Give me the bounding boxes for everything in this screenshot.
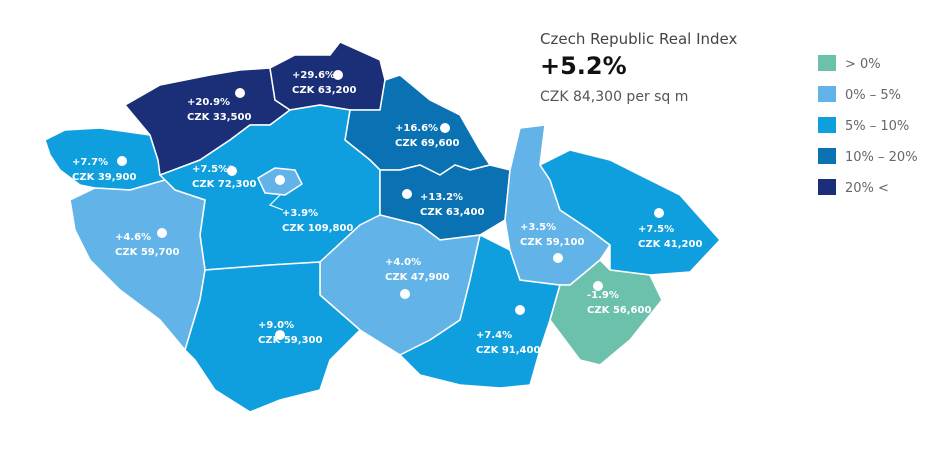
region-price: CZK 39,900	[72, 172, 136, 183]
region-price: CZK 109,800	[282, 223, 353, 234]
index-value: +5.2%	[540, 52, 627, 80]
region-change: +7.4%	[476, 330, 512, 341]
regions: +7.7% CZK 39,900 +20.9% CZK 33,500 +29.6% CZK…	[44, 41, 721, 413]
legend-label: > 0%	[845, 57, 881, 72]
legend-label: 0% – 5%	[845, 88, 901, 103]
legend: > 0% 0% – 5% 5% – 10% 10% – 20% 20% <	[818, 55, 918, 196]
region-change: +7.5%*	[192, 164, 234, 175]
region-price: CZK 63,400	[420, 207, 484, 218]
region-dot	[117, 156, 127, 166]
region-price: CZK 33,500	[187, 112, 251, 123]
legend-label: 5% – 10%	[845, 119, 909, 134]
region-dot	[402, 189, 412, 199]
region-dot	[275, 330, 285, 340]
leader-line	[268, 194, 284, 211]
legend-swatch	[818, 86, 836, 102]
region-dot	[553, 253, 563, 263]
legend-label: 20% <	[845, 181, 889, 196]
region	[184, 261, 361, 413]
legend-label: 10% – 20%	[845, 150, 918, 165]
region-change: +3.5%	[520, 222, 556, 233]
region-change: +9.0%	[258, 320, 294, 331]
subtitle: CZK 84,300 per sq m	[540, 89, 688, 105]
region-price: CZK 72,300	[192, 179, 256, 190]
legend-swatch	[818, 148, 836, 164]
region-price: CZK 59,100	[520, 237, 584, 248]
region-price: CZK 69,600	[395, 138, 459, 149]
legend-swatch	[818, 179, 836, 195]
region-dot	[333, 70, 343, 80]
region-dot	[440, 123, 450, 133]
region-price: CZK 47,900	[385, 272, 449, 283]
region-change: +4.6%	[115, 232, 151, 243]
region-change: +4.0%	[385, 257, 421, 268]
region-price: CZK 59,300	[258, 335, 322, 346]
region-dot	[593, 281, 603, 291]
region-dot	[654, 208, 664, 218]
title: Czech Republic Real Index	[540, 30, 737, 48]
region-change: +16.6%	[395, 123, 438, 134]
region-dot	[227, 166, 237, 176]
region-price: CZK 56,600	[587, 305, 651, 316]
region-change: +20.9%	[187, 97, 230, 108]
region-change: +7.7%	[72, 157, 108, 168]
legend-swatch	[818, 55, 836, 71]
region-price: CZK 41,200	[638, 239, 702, 250]
region-price: CZK 63,200	[292, 85, 356, 96]
region-dot	[400, 289, 410, 299]
region-price: CZK 59,700	[115, 247, 179, 258]
region-dot	[275, 175, 285, 185]
region-dot	[515, 305, 525, 315]
region-change: +7.5%	[638, 224, 674, 235]
region-dot	[235, 88, 245, 98]
legend-swatch	[818, 117, 836, 133]
region-change: +3.9%	[282, 208, 318, 219]
region-change: -1.9%	[587, 290, 619, 301]
region-price: CZK 91,400	[476, 345, 540, 356]
region-change: +29.6%	[292, 70, 335, 81]
region-dot	[157, 228, 167, 238]
region	[69, 179, 206, 351]
region	[549, 259, 663, 366]
region-change: +13.2%	[420, 192, 463, 203]
